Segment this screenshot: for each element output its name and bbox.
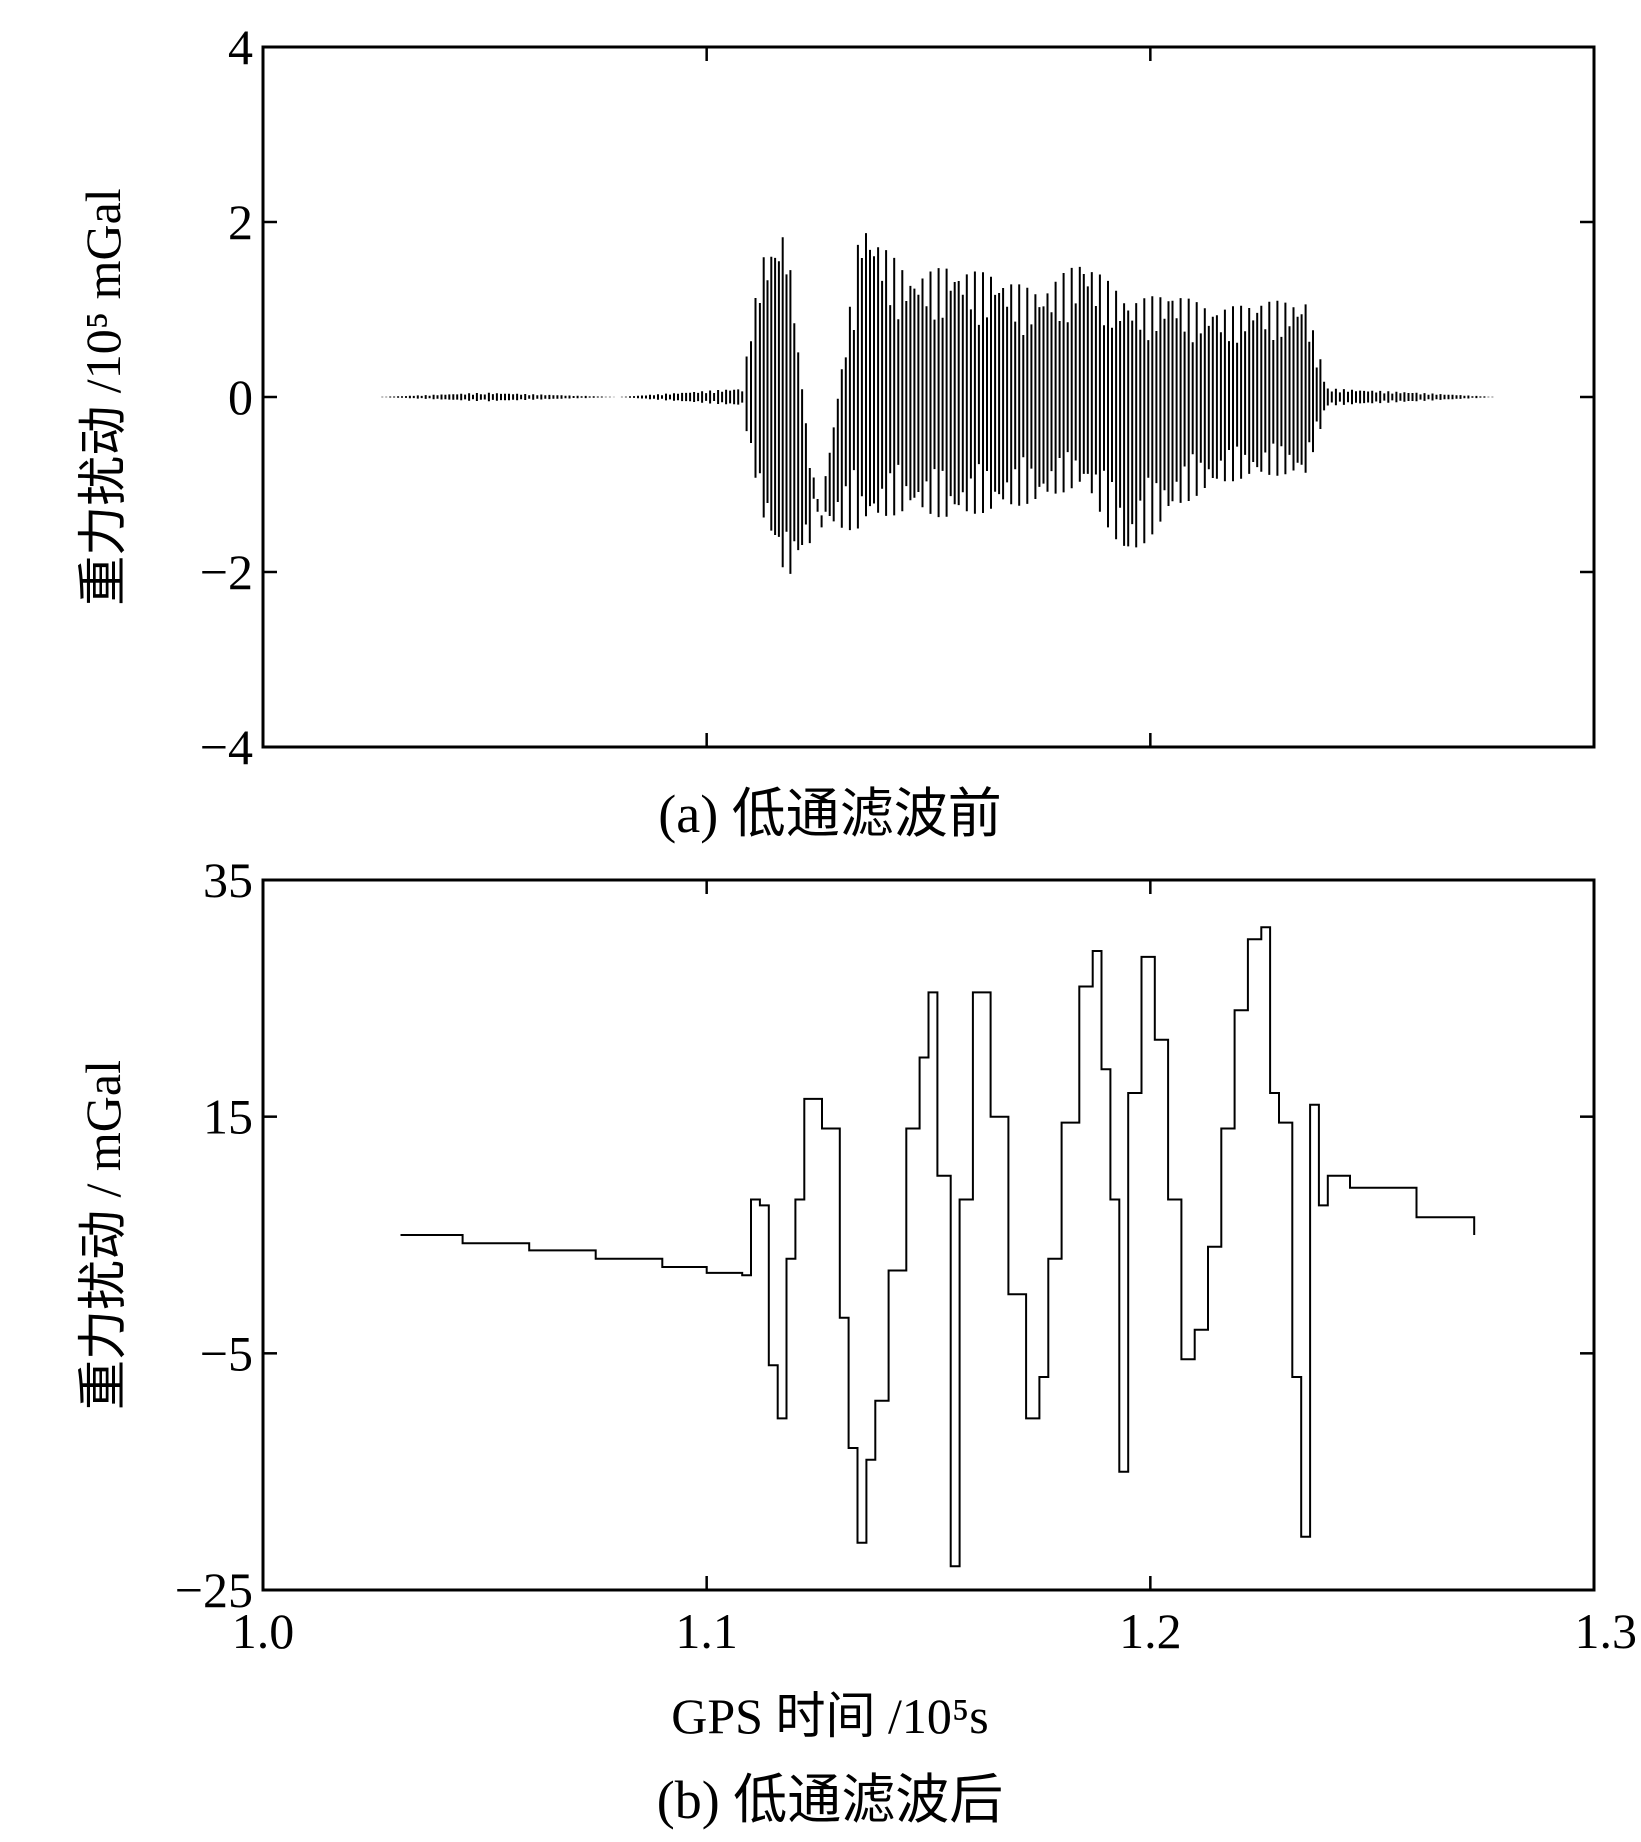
panel-b-caption: (b) 低通滤波后 bbox=[657, 1770, 1003, 1830]
panel-a-frame bbox=[261, 45, 1596, 749]
panel-a-caption: (a) 低通滤波前 bbox=[658, 784, 1001, 844]
panel-a-y-ticks: −4 −2 0 2 4 bbox=[200, 19, 1594, 775]
y-tick-label: −25 bbox=[175, 1562, 253, 1618]
panel-a: −4 −2 0 2 4 重力扰动 /10⁵ mGal (a) 低通滤波前 bbox=[75, 19, 1596, 844]
panel-b-x-axis-title: GPS 时间 /10⁵s bbox=[671, 1688, 989, 1744]
x-tick-label: 1.1 bbox=[675, 1603, 738, 1659]
panel-a-x-ticks bbox=[261, 47, 1596, 747]
x-tick-label: 1.2 bbox=[1119, 1603, 1182, 1659]
panel-b-y-ticks: −25 −5 15 35 bbox=[175, 852, 1594, 1618]
y-tick-label: 35 bbox=[203, 852, 253, 908]
y-tick-label: −4 bbox=[200, 719, 253, 775]
x-tick-label: 1.3 bbox=[1575, 1603, 1638, 1659]
panel-b-x-ticks: 1.0 1.1 1.2 1.3 bbox=[232, 880, 1637, 1659]
panel-b: −25 −5 15 35 1.0 1.1 1.2 1.3 重力扰动 / mGal GPS 时… bbox=[75, 852, 1637, 1830]
panel-a-series bbox=[381, 233, 1494, 574]
y-tick-label: 2 bbox=[228, 194, 253, 250]
data-line bbox=[400, 926, 1476, 1568]
panel-a-y-axis-title: 重力扰动 /10⁵ mGal bbox=[75, 188, 131, 605]
panel-b-frame bbox=[261, 878, 1596, 1592]
panel-b-y-axis-title: 重力扰动 / mGal bbox=[75, 1060, 131, 1410]
panel-b-series bbox=[400, 926, 1476, 1568]
y-tick-label: −2 bbox=[200, 544, 253, 600]
y-tick-label: −5 bbox=[200, 1325, 253, 1381]
y-tick-label: 15 bbox=[203, 1089, 253, 1145]
data-line bbox=[381, 233, 1494, 574]
y-tick-label: 4 bbox=[228, 19, 253, 75]
y-tick-label: 0 bbox=[228, 369, 253, 425]
x-tick-label: 1.0 bbox=[232, 1603, 295, 1659]
